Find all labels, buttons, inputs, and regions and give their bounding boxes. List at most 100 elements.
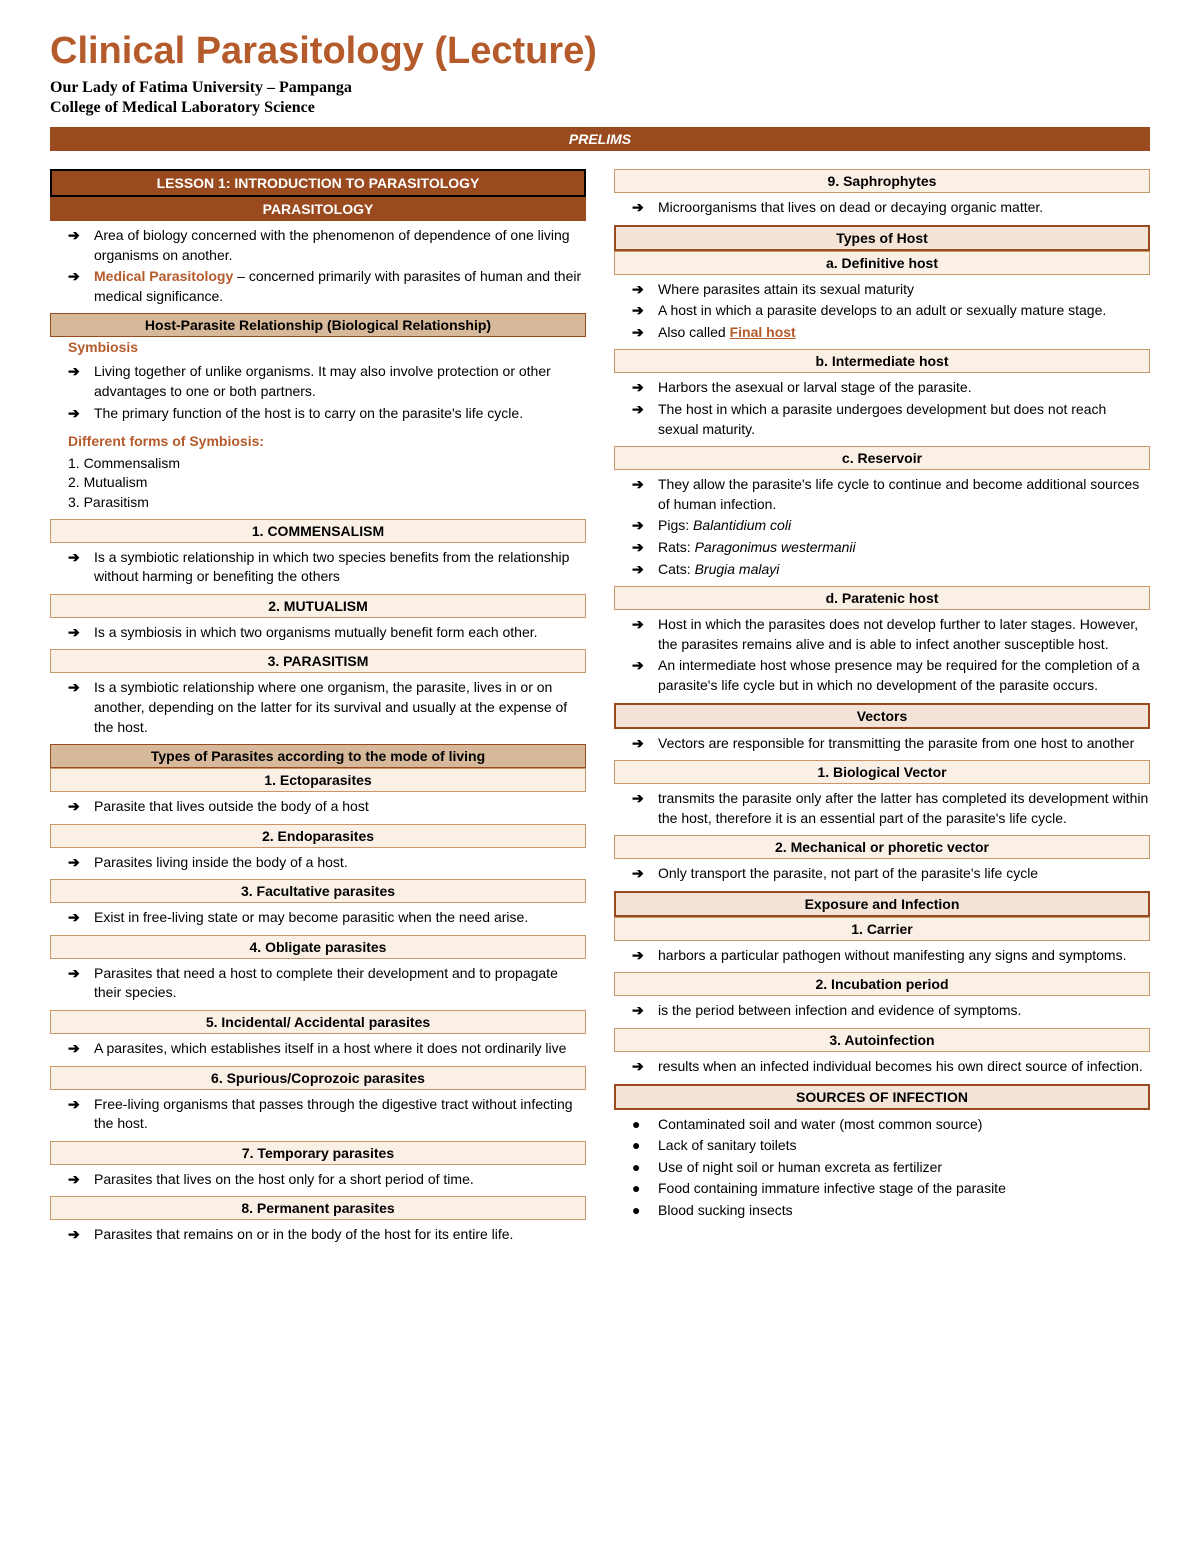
mvec-header: 2. Mechanical or phoretic vector bbox=[614, 835, 1150, 859]
bullet-text: Parasites that lives on the host only fo… bbox=[94, 1170, 586, 1190]
content-columns: LESSON 1: INTRODUCTION TO PARASITOLOGY P… bbox=[50, 169, 1150, 1252]
symbiosis-label: Symbiosis bbox=[50, 337, 586, 357]
lesson-header: LESSON 1: INTRODUCTION TO PARASITOLOGY bbox=[50, 169, 586, 197]
bullet-text: Exist in free-living state or may become… bbox=[94, 908, 586, 928]
types-host-header: Types of Host bbox=[614, 225, 1150, 251]
para-list: ➔Host in which the parasites does not de… bbox=[614, 610, 1150, 702]
arrow-icon: ➔ bbox=[68, 548, 94, 587]
src-list: ●Contaminated soil and water (most commo… bbox=[614, 1110, 1150, 1228]
arrow-icon: ➔ bbox=[68, 362, 94, 401]
bullet-text: The primary function of the host is to c… bbox=[94, 404, 586, 424]
bullet-text: Pigs: Balantidium coli bbox=[658, 516, 1150, 536]
arrow-icon: ➔ bbox=[632, 400, 658, 439]
hostrel-header: Host-Parasite Relationship (Biological R… bbox=[50, 313, 586, 337]
parasitology-list: ➔Area of biology concerned with the phen… bbox=[50, 221, 586, 313]
bullet-text: An intermediate host whose presence may … bbox=[658, 656, 1150, 695]
list-item: 1. Commensalism bbox=[68, 454, 586, 474]
bullet-text: results when an infected individual beco… bbox=[658, 1057, 1150, 1077]
int-header: b. Intermediate host bbox=[614, 349, 1150, 373]
bullet-text: harbors a particular pathogen without ma… bbox=[658, 946, 1150, 966]
arrow-icon: ➔ bbox=[632, 560, 658, 580]
arrow-icon: ➔ bbox=[632, 734, 658, 754]
bullet-icon: ● bbox=[632, 1158, 658, 1178]
college-line: College of Medical Laboratory Science bbox=[50, 99, 1150, 117]
bullet-text: Parasite that lives outside the body of … bbox=[94, 797, 586, 817]
ecto-header: 1. Ectoparasites bbox=[50, 768, 586, 792]
arrow-icon: ➔ bbox=[632, 615, 658, 654]
bullet-text: Area of biology concerned with the pheno… bbox=[94, 226, 586, 265]
forms-label: Different forms of Symbiosis: bbox=[50, 430, 586, 454]
doc-header: Clinical Parasitology (Lecture) Our Lady… bbox=[50, 30, 1150, 151]
arrow-icon: ➔ bbox=[632, 1057, 658, 1077]
arrow-icon: ➔ bbox=[632, 656, 658, 695]
arrow-icon: ➔ bbox=[68, 404, 94, 424]
arrow-icon: ➔ bbox=[632, 323, 658, 343]
arrow-icon: ➔ bbox=[632, 538, 658, 558]
parasitism-header: 3. PARASITISM bbox=[50, 649, 586, 673]
arrow-icon: ➔ bbox=[632, 198, 658, 218]
int-list: ➔Harbors the asexual or larval stage of … bbox=[614, 373, 1150, 446]
bullet-icon: ● bbox=[632, 1179, 658, 1199]
arrow-icon: ➔ bbox=[68, 226, 94, 265]
arrow-icon: ➔ bbox=[68, 267, 94, 306]
def-list: ➔Where parasites attain its sexual matur… bbox=[614, 275, 1150, 350]
arrow-icon: ➔ bbox=[68, 964, 94, 1003]
bullet-text: Food containing immature infective stage… bbox=[658, 1179, 1150, 1199]
arrow-icon: ➔ bbox=[632, 475, 658, 514]
bullet-text: Where parasites attain its sexual maturi… bbox=[658, 280, 1150, 300]
bullet-text: Vectors are responsible for transmitting… bbox=[658, 734, 1150, 754]
bvec-header: 1. Biological Vector bbox=[614, 760, 1150, 784]
arrow-icon: ➔ bbox=[632, 1001, 658, 1021]
bullet-text: Only transport the parasite, not part of… bbox=[658, 864, 1150, 884]
bullet-text: Rats: Paragonimus westermanii bbox=[658, 538, 1150, 558]
bullet-text: Host in which the parasites does not dev… bbox=[658, 615, 1150, 654]
arrow-icon: ➔ bbox=[68, 853, 94, 873]
bullet-text: Cats: Brugia malayi bbox=[658, 560, 1150, 580]
university-line: Our Lady of Fatima University – Pampanga bbox=[50, 79, 1150, 97]
arrow-icon: ➔ bbox=[632, 516, 658, 536]
bullet-text: is the period between infection and evid… bbox=[658, 1001, 1150, 1021]
inc-header: 5. Incidental/ Accidental parasites bbox=[50, 1010, 586, 1034]
bullet-text: Is a symbiotic relationship where one or… bbox=[94, 678, 586, 737]
arrow-icon: ➔ bbox=[632, 946, 658, 966]
list-item: 3. Parasitism bbox=[68, 493, 586, 513]
bullet-text: Lack of sanitary toilets bbox=[658, 1136, 1150, 1156]
bullet-text: A parasites, which establishes itself in… bbox=[94, 1039, 586, 1059]
types-mode-header: Types of Parasites according to the mode… bbox=[50, 744, 586, 768]
temp-header: 7. Temporary parasites bbox=[50, 1141, 586, 1165]
arrow-icon: ➔ bbox=[68, 678, 94, 737]
perm-header: 8. Permanent parasites bbox=[50, 1196, 586, 1220]
arrow-icon: ➔ bbox=[68, 1039, 94, 1059]
auto-header: 3. Autoinfection bbox=[614, 1028, 1150, 1052]
bullet-text: Contaminated soil and water (most common… bbox=[658, 1115, 1150, 1135]
para-header: d. Paratenic host bbox=[614, 586, 1150, 610]
arrow-icon: ➔ bbox=[632, 280, 658, 300]
bullet-text: Blood sucking insects bbox=[658, 1201, 1150, 1221]
arrow-icon: ➔ bbox=[68, 1095, 94, 1134]
bullet-icon: ● bbox=[632, 1201, 658, 1221]
res-header: c. Reservoir bbox=[614, 446, 1150, 470]
bullet-text: Medical Parasitology – concerned primari… bbox=[94, 267, 586, 306]
car-header: 1. Carrier bbox=[614, 917, 1150, 941]
bullet-text: The host in which a parasite undergoes d… bbox=[658, 400, 1150, 439]
bullet-text: A host in which a parasite develops to a… bbox=[658, 301, 1150, 321]
obl-header: 4. Obligate parasites bbox=[50, 935, 586, 959]
bullet-text: Parasites that need a host to complete t… bbox=[94, 964, 586, 1003]
res-list: ➔They allow the parasite's life cycle to… bbox=[614, 470, 1150, 586]
bullet-text: Is a symbiotic relationship in which two… bbox=[94, 548, 586, 587]
arrow-icon: ➔ bbox=[68, 623, 94, 643]
vec-header: Vectors bbox=[614, 703, 1150, 729]
prelims-bar: PRELIMS bbox=[50, 127, 1150, 151]
parasitology-header: PARASITOLOGY bbox=[50, 197, 586, 221]
saph-header: 9. Saphrophytes bbox=[614, 169, 1150, 193]
list-item: 2. Mutualism bbox=[68, 473, 586, 493]
bullet-text: Harbors the asexual or larval stage of t… bbox=[658, 378, 1150, 398]
incper-header: 2. Incubation period bbox=[614, 972, 1150, 996]
bullet-icon: ● bbox=[632, 1136, 658, 1156]
fac-header: 3. Facultative parasites bbox=[50, 879, 586, 903]
bullet-text: Parasites that remains on or in the body… bbox=[94, 1225, 586, 1245]
arrow-icon: ➔ bbox=[68, 1225, 94, 1245]
bullet-text: Parasites living inside the body of a ho… bbox=[94, 853, 586, 873]
left-column: LESSON 1: INTRODUCTION TO PARASITOLOGY P… bbox=[50, 169, 586, 1252]
doc-title: Clinical Parasitology (Lecture) bbox=[50, 30, 1150, 73]
